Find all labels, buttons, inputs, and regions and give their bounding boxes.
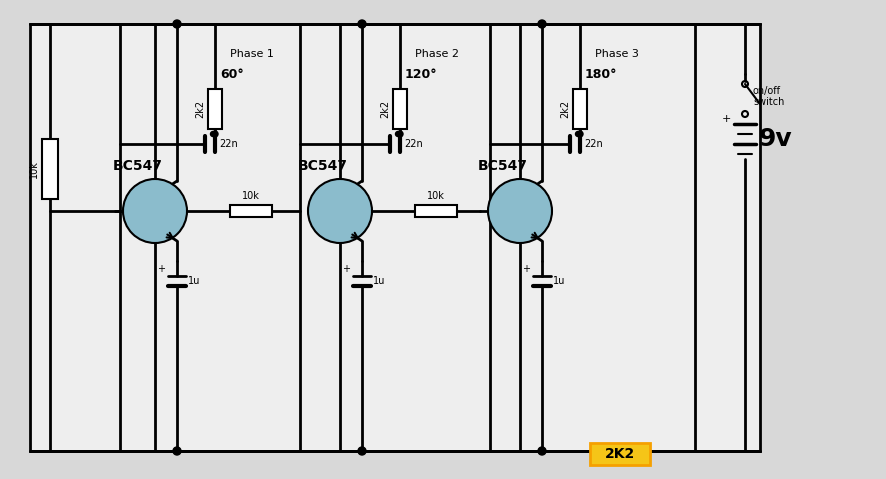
Circle shape [395, 132, 400, 137]
Text: +: + [157, 264, 165, 274]
Bar [415, 205, 456, 217]
Text: on/off
switch: on/off switch [752, 86, 783, 107]
Text: BC547: BC547 [298, 159, 347, 173]
Bar [392, 89, 407, 129]
Circle shape [173, 20, 181, 28]
Text: 1u: 1u [373, 276, 385, 286]
Circle shape [577, 131, 582, 137]
Text: BC547: BC547 [478, 159, 527, 173]
Text: +: + [342, 264, 350, 274]
Circle shape [538, 447, 546, 455]
Bar [42, 139, 58, 199]
Bar [572, 89, 587, 129]
Ellipse shape [123, 179, 187, 243]
Text: 10k: 10k [426, 191, 445, 201]
Text: +: + [522, 264, 530, 274]
Text: 120°: 120° [405, 68, 437, 80]
Ellipse shape [487, 179, 551, 243]
Circle shape [358, 20, 366, 28]
Text: Phase 3: Phase 3 [595, 49, 638, 59]
Ellipse shape [307, 179, 371, 243]
Text: 2k2: 2k2 [379, 100, 390, 118]
Bar [229, 205, 272, 217]
Bar [207, 89, 222, 129]
Text: 1u: 1u [188, 276, 200, 286]
Text: 2k2: 2k2 [195, 100, 205, 118]
Text: 22n: 22n [219, 139, 237, 149]
Text: 180°: 180° [585, 68, 617, 80]
Text: Phase 1: Phase 1 [229, 49, 274, 59]
Circle shape [358, 447, 366, 455]
Circle shape [538, 20, 546, 28]
Text: 22n: 22n [583, 139, 602, 149]
Circle shape [210, 132, 215, 137]
Circle shape [173, 447, 181, 455]
Text: Phase 2: Phase 2 [415, 49, 458, 59]
Bar [589, 443, 649, 465]
Text: 10k: 10k [29, 160, 39, 178]
Circle shape [397, 131, 402, 137]
Circle shape [212, 131, 218, 137]
Text: +: + [721, 114, 730, 124]
Text: 2K2: 2K2 [604, 447, 634, 461]
Text: 9v: 9v [758, 127, 792, 151]
Text: 22n: 22n [403, 139, 423, 149]
Text: 2k2: 2k2 [559, 100, 570, 118]
Text: 60°: 60° [220, 68, 244, 80]
Text: 10k: 10k [242, 191, 260, 201]
Circle shape [575, 132, 579, 137]
Bar [30, 24, 759, 451]
Text: 1u: 1u [552, 276, 564, 286]
Text: BC547: BC547 [113, 159, 163, 173]
